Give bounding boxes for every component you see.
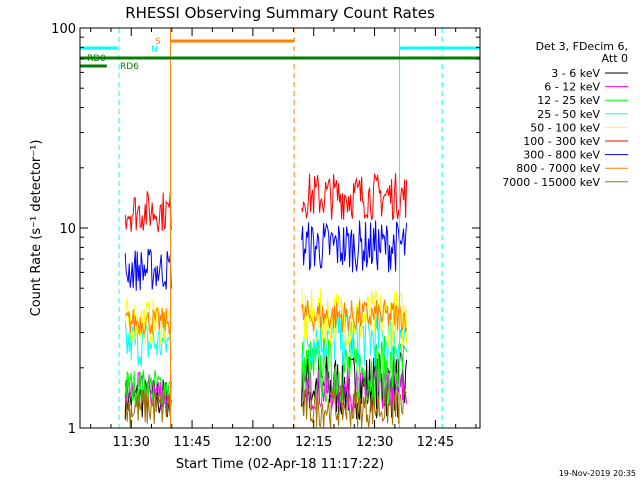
x-tick-label: 11:45 xyxy=(173,435,210,450)
series-trace xyxy=(124,248,172,291)
legend-header-line: Det 3, FDecim 6, xyxy=(536,40,628,53)
y-tick-label: 100 xyxy=(51,22,76,37)
x-tick-label: 12:30 xyxy=(356,435,393,450)
x-axis-label: Start Time (02-Apr-18 11:17:22) xyxy=(176,457,384,472)
series-trace xyxy=(124,388,172,428)
x-tick-label: 12:15 xyxy=(295,435,332,450)
chart-title: RHESSI Observing Summary Count Rates xyxy=(125,4,435,22)
legend-entry-label: 25 - 50 keV xyxy=(537,108,600,121)
plot-area: NS RD0 RD6 xyxy=(79,28,480,428)
plot-frame xyxy=(79,27,481,429)
legend-entry-label: 7000 - 15000 keV xyxy=(502,176,600,189)
generated-timestamp: 19-Nov-2019 20:35 xyxy=(559,469,636,478)
series-trace xyxy=(301,335,408,406)
y-tick-label: 1 xyxy=(68,422,76,437)
series-trace xyxy=(124,320,172,367)
legend-header-line: Att 0 xyxy=(602,52,628,65)
series-trace xyxy=(301,299,408,333)
legend-entry-label: 6 - 12 keV xyxy=(544,81,600,94)
x-tick-label: 12:00 xyxy=(234,435,271,450)
series-7 xyxy=(124,299,408,336)
flag-label: RD0 xyxy=(87,54,106,64)
y-axis-label: Count Rate (s⁻¹ detector⁻¹) xyxy=(29,140,44,317)
series-6 xyxy=(124,220,408,291)
legend-entry-label: 12 - 25 keV xyxy=(537,94,600,107)
series-5 xyxy=(124,173,408,233)
y-tick-label: 10 xyxy=(59,222,76,237)
legend-entry-label: 800 - 7000 keV xyxy=(516,162,600,175)
x-tick-label: 12:45 xyxy=(417,435,454,450)
series-trace xyxy=(301,386,408,428)
legend-entry-label: 100 - 300 keV xyxy=(523,135,600,148)
legend-entry-label: 3 - 6 keV xyxy=(551,67,600,80)
axes: 11:30 11:45 12:00 12:15 12:30 12:45 1 10 100 xyxy=(51,22,481,450)
flag-label: RD6 xyxy=(120,62,139,72)
legend-entry-label: 300 - 800 keV xyxy=(523,149,600,162)
series-trace xyxy=(124,307,172,336)
series-8 xyxy=(124,386,408,428)
legend-entry-label: 50 - 100 keV xyxy=(530,121,600,134)
flag-label: N xyxy=(151,45,158,55)
flag-label: S xyxy=(155,37,161,47)
series-trace xyxy=(124,191,172,233)
series-trace xyxy=(301,220,408,273)
series-trace xyxy=(301,173,408,221)
x-tick-label: 11:30 xyxy=(112,435,149,450)
